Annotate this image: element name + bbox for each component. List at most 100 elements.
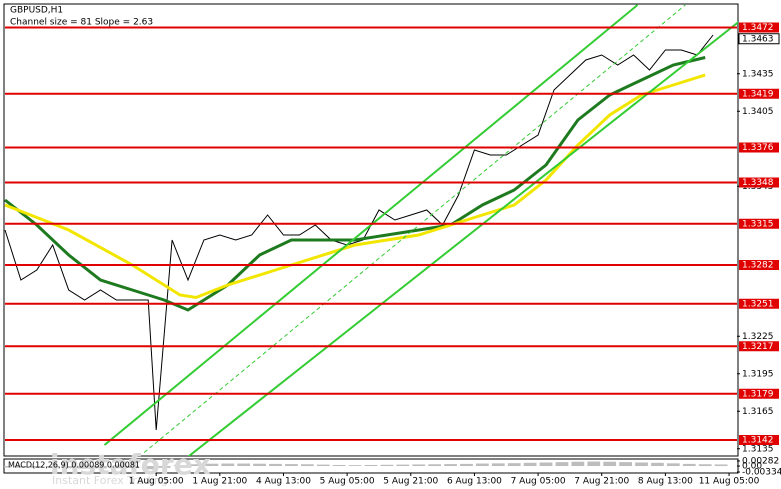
x-tick-label: 5 Aug 21:00: [383, 477, 438, 487]
macd-bar: [682, 463, 696, 467]
macd-bar: [380, 464, 394, 467]
macd-bar: [348, 465, 362, 467]
macd-bar: [364, 464, 378, 467]
macd-bar: [205, 463, 219, 467]
y-tick-label: 1.3225: [742, 332, 774, 342]
macd-bar: [94, 466, 107, 469]
macd-bar: [603, 461, 617, 467]
y-tick-label: 1.3435: [742, 69, 774, 79]
level-label: 1.3251: [742, 299, 774, 309]
series-line: [4, 73, 706, 300]
level-label-box: [739, 341, 779, 352]
x-tick-label: 1 Aug 05:00: [129, 477, 184, 487]
macd-bar: [460, 463, 473, 467]
macd-bar: [157, 466, 171, 468]
macd-bar: [141, 466, 155, 470]
y-tick-label: 1.3165: [742, 407, 774, 417]
macd-bar: [221, 463, 235, 467]
x-tick-label: 7 Aug 21:00: [574, 477, 629, 487]
macd-bar: [46, 466, 60, 468]
x-tick-label: 1 Aug 21:00: [192, 477, 247, 487]
series-line: [103, 4, 639, 446]
y-tick-label: 0.00: [742, 462, 762, 472]
macd-title: MACD(12,26,9) 0.00089 0.00081: [8, 461, 140, 470]
macd-bar: [237, 463, 251, 467]
macd-bar: [476, 463, 489, 467]
macd-bar: [444, 464, 457, 467]
level-label-box: [739, 260, 779, 270]
level-label: 1.3376: [742, 143, 774, 153]
level-label: 1.3142: [742, 436, 774, 446]
y-tick-label: -0.00334: [742, 468, 781, 478]
macd-bar: [173, 465, 187, 467]
macd-bar: [698, 464, 712, 467]
macd-bar: [619, 462, 632, 467]
series-layer: [4, 4, 738, 456]
macd-bar: [412, 464, 426, 467]
level-label: 1.3315: [742, 219, 774, 229]
macd-bar: [428, 464, 442, 467]
macd-bar: [714, 464, 728, 467]
macd-bar: [571, 461, 585, 467]
macd-bar: [78, 466, 91, 469]
x-tick-label: 6 Aug 13:00: [447, 477, 502, 487]
x-tick-label: 11 Aug 05:00: [699, 477, 760, 487]
macd-bar: [14, 466, 28, 468]
macd-bar: [491, 463, 505, 467]
level-label: 1.3282: [742, 261, 774, 271]
chart-subtitle: Channel size = 81 Slope = 2.63: [10, 18, 153, 28]
macd-bar: [396, 464, 410, 467]
macd-bar: [4, 466, 12, 468]
chart-title: GBPUSD,H1: [10, 6, 63, 16]
series-line: [143, 4, 686, 453]
macd-layer: [4, 461, 728, 470]
x-tick-label: 5 Aug 05:00: [320, 477, 375, 487]
y-tick-label: 0.00282: [742, 457, 779, 467]
macd-bar: [332, 464, 346, 467]
price-frame: [3, 3, 739, 457]
last-price-box: [738, 33, 780, 45]
x-tick-label: 4 Aug 13:00: [256, 477, 311, 487]
x-tick-label: 8 Aug 13:00: [638, 477, 693, 487]
level-label: 1.3217: [742, 342, 774, 352]
level-label-box: [739, 388, 779, 399]
x-tick-label: 7 Aug 05:00: [511, 477, 566, 487]
macd-bar: [300, 464, 314, 467]
level-label-box: [739, 177, 779, 188]
macd-bar: [666, 463, 680, 467]
macd-bar: [189, 464, 203, 467]
level-label: 1.3419: [742, 89, 774, 99]
macd-bar: [523, 462, 537, 467]
macd-bar: [651, 462, 664, 467]
macd-bar: [125, 466, 139, 468]
y-tick-label: 1.3195: [742, 369, 774, 379]
last-price-label: 1.3463: [742, 34, 774, 44]
macd-bar: [587, 461, 601, 467]
macd-bar: [269, 463, 282, 467]
level-label: 1.3179: [742, 389, 774, 399]
level-label-box: [739, 142, 779, 153]
macd-bar: [539, 462, 553, 467]
series-line: [4, 34, 714, 431]
macd-bar: [30, 466, 44, 468]
macd-bar: [110, 466, 123, 469]
macd-bar: [555, 462, 569, 467]
series-line: [4, 56, 706, 312]
macd-bar: [253, 463, 266, 467]
level-label-box: [739, 22, 779, 33]
level-label-box: [739, 218, 779, 229]
macd-bar: [635, 462, 648, 467]
macd-bar: [285, 464, 298, 467]
y-tick-label: 1.3135: [742, 444, 774, 454]
macd-bar: [62, 466, 76, 469]
level-label-box: [739, 88, 779, 99]
y-tick-label: 1.3405: [742, 107, 774, 117]
macd-bar: [507, 463, 521, 467]
macd-bar: [316, 464, 330, 467]
level-label: 1.3348: [742, 178, 774, 188]
watermark-tagline: Instant Forex Trading: [52, 474, 168, 487]
level-label-box: [739, 435, 779, 445]
watermark-brand: instaforex: [50, 448, 211, 481]
level-label-box: [739, 298, 779, 309]
